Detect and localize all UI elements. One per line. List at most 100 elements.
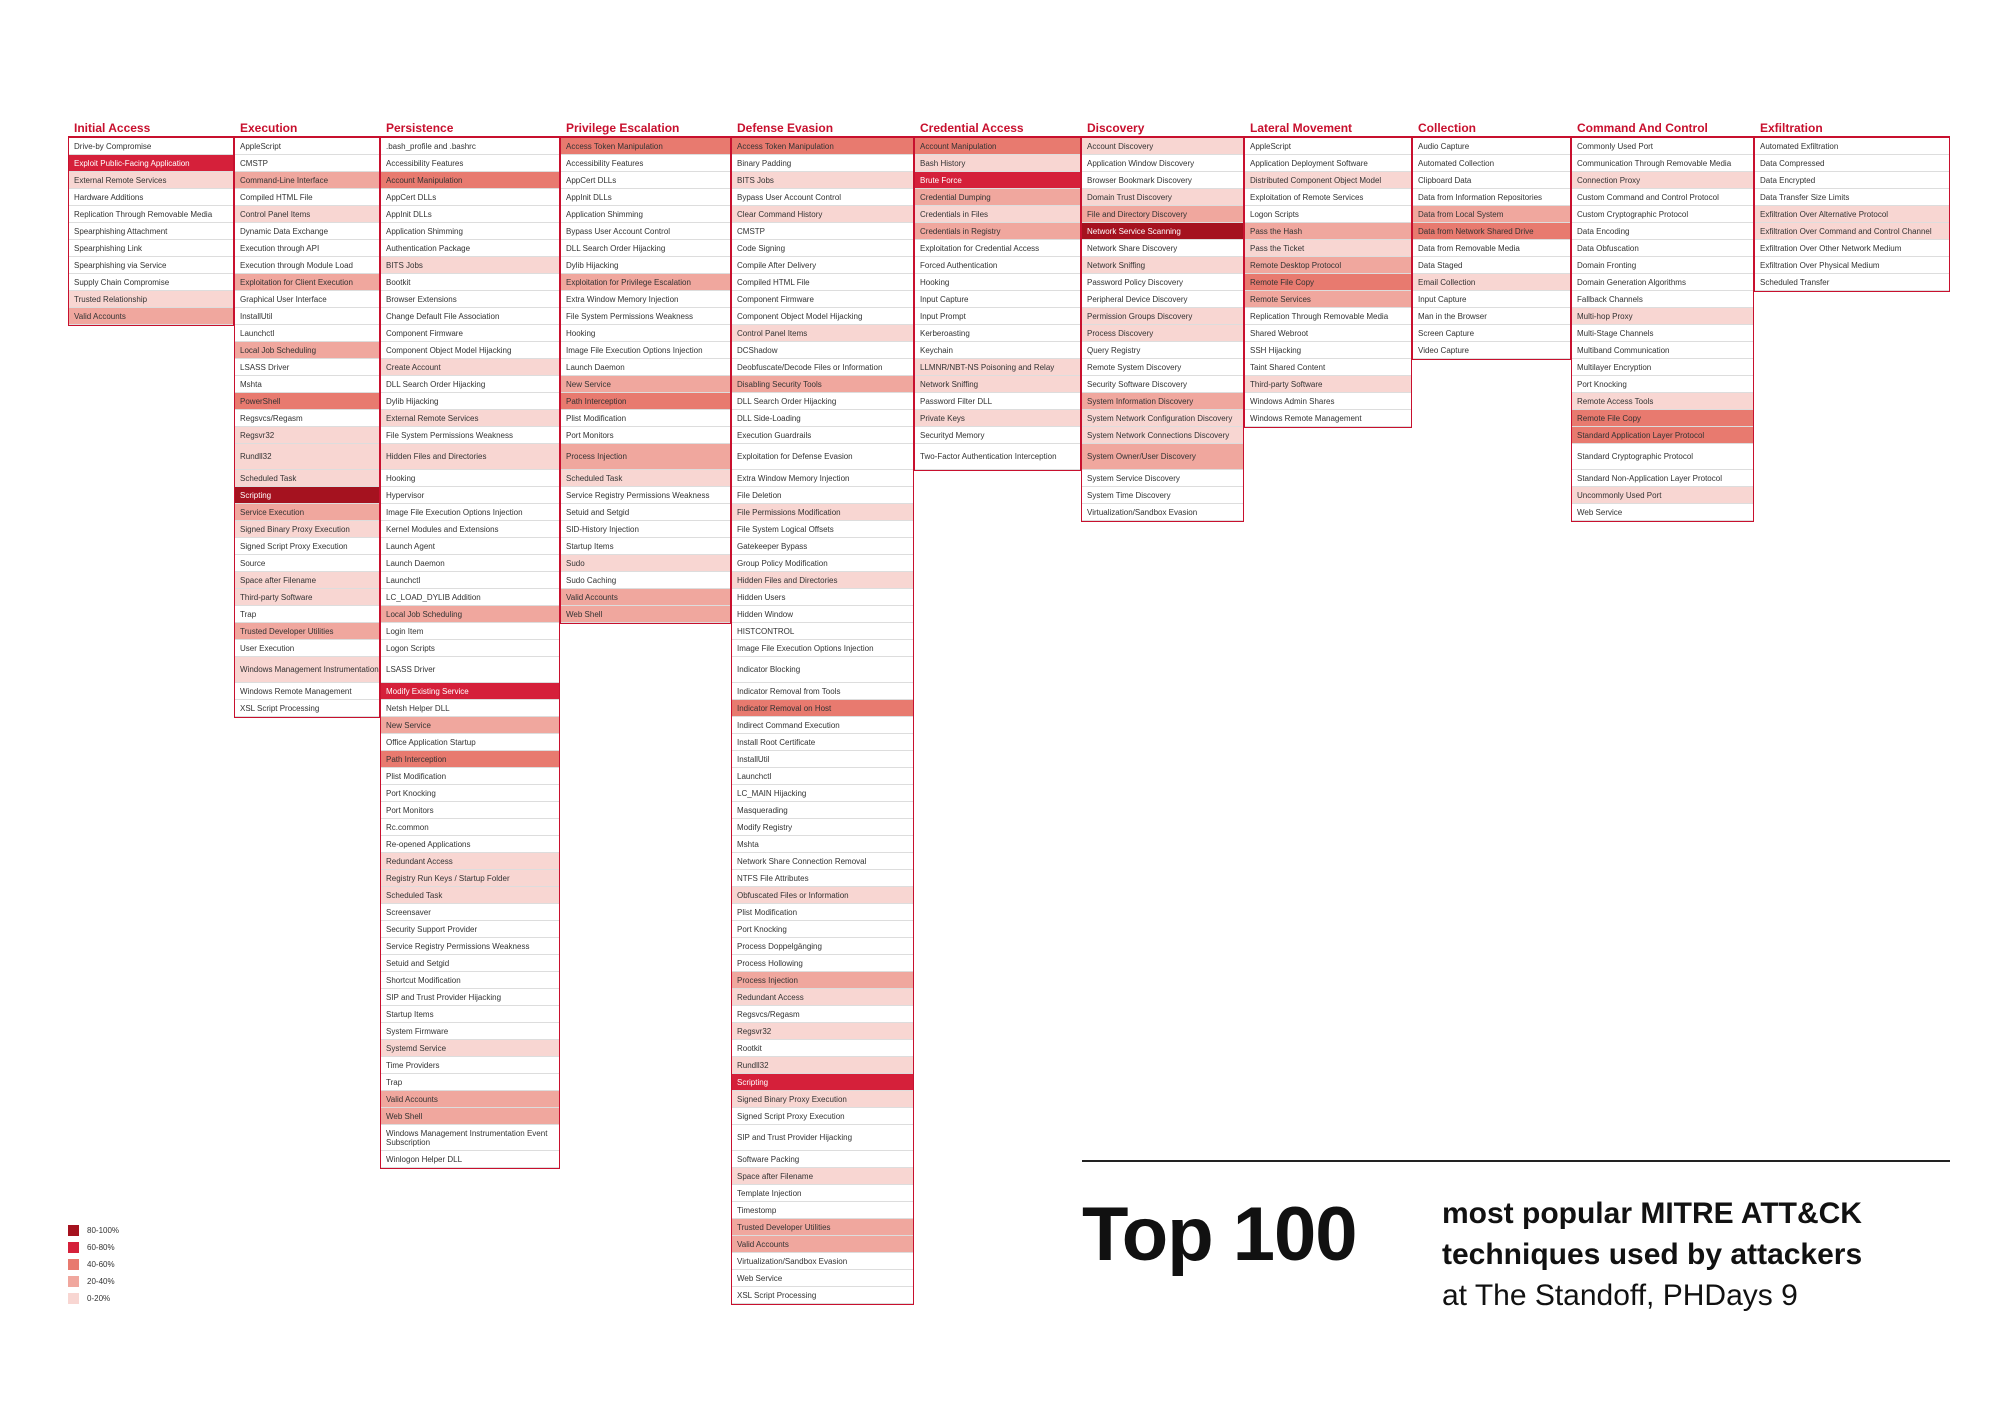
technique-cell: .bash_profile and .bashrc [380, 138, 560, 155]
technique-cell: Hidden Window [731, 606, 914, 623]
technique-cell: Port Monitors [380, 802, 560, 819]
technique-cell: AppCert DLLs [380, 189, 560, 206]
technique-cell: Scripting [731, 1074, 914, 1091]
technique-cell: Kerberoasting [914, 325, 1081, 342]
technique-cell: Spearphishing Attachment [68, 223, 234, 240]
technique-cell: Application Deployment Software [1244, 155, 1412, 172]
technique-cell: Hardware Additions [68, 189, 234, 206]
technique-cell: Data Encrypted [1754, 172, 1950, 189]
technique-cell: Rc.common [380, 819, 560, 836]
technique-cell: Space after Filename [731, 1168, 914, 1185]
technique-cell: Securityd Memory [914, 427, 1081, 444]
technique-cell: Bypass User Account Control [560, 223, 731, 240]
technique-cell: Data Obfuscation [1571, 240, 1754, 257]
tactic-rule [1081, 136, 1244, 138]
technique-cell: Indicator Blocking [731, 657, 914, 683]
legend-item: 20-40% [68, 1273, 119, 1290]
technique-cell: Plist Modification [731, 904, 914, 921]
technique-cell: System Information Discovery [1081, 393, 1244, 410]
technique-cell: Port Knocking [731, 921, 914, 938]
technique-cell: Security Software Discovery [1081, 376, 1244, 393]
technique-cell: AppInit DLLs [560, 189, 731, 206]
column-right-edge [913, 138, 914, 1304]
technique-cell: AppInit DLLs [380, 206, 560, 223]
technique-cell: Standard Cryptographic Protocol [1571, 444, 1754, 470]
technique-cell: Launchctl [380, 572, 560, 589]
technique-cell: Regsvr32 [234, 427, 380, 444]
column-footer-line [68, 325, 234, 326]
technique-cell: Network Service Scanning [1081, 223, 1244, 240]
technique-cell: Launchctl [234, 325, 380, 342]
technique-cell: Control Panel Items [234, 206, 380, 223]
technique-cell: Masquerading [731, 802, 914, 819]
technique-cell: Service Execution [234, 504, 380, 521]
column-footer-line [914, 470, 1081, 471]
technique-cell: Windows Remote Management [1244, 410, 1412, 427]
technique-cell: Login Item [380, 623, 560, 640]
technique-cell: Permission Groups Discovery [1081, 308, 1244, 325]
technique-cell: Web Shell [560, 606, 731, 623]
technique-cell: Deobfuscate/Decode Files or Information [731, 359, 914, 376]
technique-cell: Data from Information Repositories [1412, 189, 1571, 206]
technique-cell: Indicator Removal on Host [731, 700, 914, 717]
technique-cell: Account Discovery [1081, 138, 1244, 155]
technique-cell: Network Share Connection Removal [731, 853, 914, 870]
technique-cell: Launch Daemon [380, 555, 560, 572]
technique-cell: Regsvcs/Regasm [731, 1006, 914, 1023]
technique-cell: System Firmware [380, 1023, 560, 1040]
column-left-edge [1081, 138, 1082, 521]
legend-label: 0-20% [87, 1294, 111, 1303]
title-rule [1082, 1160, 1950, 1162]
column-footer-line [560, 623, 731, 624]
tactic-header: Discovery [1087, 121, 1145, 135]
technique-cell: Indirect Command Execution [731, 717, 914, 734]
technique-cell: Hidden Files and Directories [380, 444, 560, 470]
technique-cell: Timestomp [731, 1202, 914, 1219]
technique-cell: Valid Accounts [560, 589, 731, 606]
technique-cell: CMSTP [731, 223, 914, 240]
technique-cell: Replication Through Removable Media [68, 206, 234, 223]
technique-cell: Uncommonly Used Port [1571, 487, 1754, 504]
technique-cell: Rootkit [731, 1040, 914, 1057]
technique-cell: SSH Hijacking [1244, 342, 1412, 359]
technique-cell: File Permissions Modification [731, 504, 914, 521]
technique-cell: Regsvcs/Regasm [234, 410, 380, 427]
technique-cell: Control Panel Items [731, 325, 914, 342]
technique-cell: Replication Through Removable Media [1244, 308, 1412, 325]
technique-cell: System Owner/User Discovery [1081, 444, 1244, 470]
technique-cell: Install Root Certificate [731, 734, 914, 751]
technique-cell: Extra Window Memory Injection [560, 291, 731, 308]
technique-cell: Port Monitors [560, 427, 731, 444]
technique-cell: Scheduled Task [234, 470, 380, 487]
legend: 80-100% 60-80% 40-60% 20-40% 0-20% [68, 1222, 119, 1307]
technique-cell: Multi-hop Proxy [1571, 308, 1754, 325]
technique-cell: DLL Search Order Hijacking [731, 393, 914, 410]
technique-cell: LC_LOAD_DYLIB Addition [380, 589, 560, 606]
technique-cell: Valid Accounts [731, 1236, 914, 1253]
legend-item: 0-20% [68, 1290, 119, 1307]
technique-cell: Communication Through Removable Media [1571, 155, 1754, 172]
tactic-header: Initial Access [74, 121, 151, 135]
column-right-edge [379, 138, 380, 717]
technique-cell: Peripheral Device Discovery [1081, 291, 1244, 308]
technique-cell: Modify Registry [731, 819, 914, 836]
tactic-header: Privilege Escalation [566, 121, 680, 135]
legend-item: 40-60% [68, 1256, 119, 1273]
technique-cell: Password Filter DLL [914, 393, 1081, 410]
technique-cell: Process Discovery [1081, 325, 1244, 342]
technique-cell: Web Shell [380, 1108, 560, 1125]
page-title: Top 100 [1082, 1192, 1358, 1277]
technique-cell: BITS Jobs [380, 257, 560, 274]
technique-cell: Account Manipulation [380, 172, 560, 189]
technique-cell: Path Interception [380, 751, 560, 768]
technique-cell: Pass the Hash [1244, 223, 1412, 240]
technique-cell: Remote Services [1244, 291, 1412, 308]
technique-cell: Port Knocking [1571, 376, 1754, 393]
legend-swatch [68, 1276, 79, 1287]
technique-cell: Fallback Channels [1571, 291, 1754, 308]
technique-cell: Shared Webroot [1244, 325, 1412, 342]
technique-cell: Disabling Security Tools [731, 376, 914, 393]
technique-cell: Hooking [914, 274, 1081, 291]
technique-cell: Credentials in Files [914, 206, 1081, 223]
column-right-edge [1080, 138, 1081, 470]
